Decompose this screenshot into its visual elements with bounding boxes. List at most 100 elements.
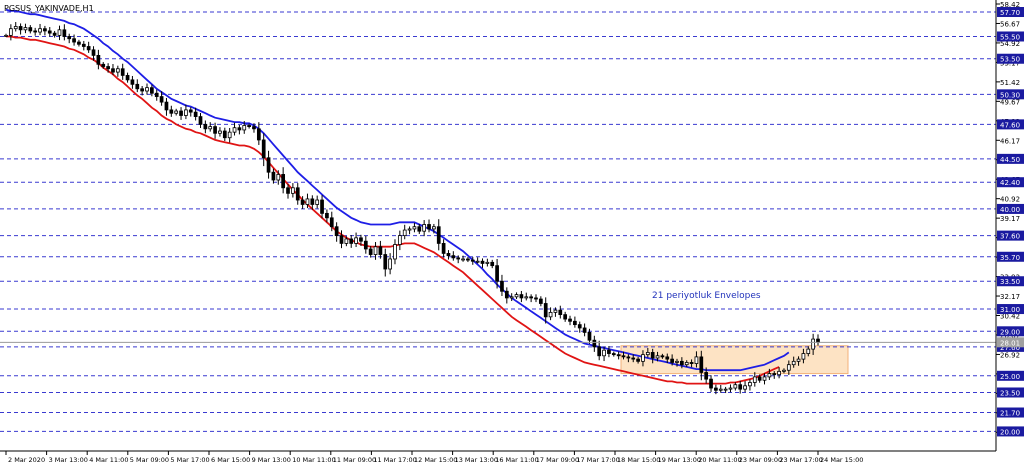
candle — [577, 321, 582, 333]
candle-body — [120, 68, 125, 76]
candle-body — [538, 298, 543, 304]
candle — [767, 368, 772, 380]
candle — [266, 150, 271, 179]
candle — [694, 351, 699, 368]
price-tick-label: 58.42 — [1000, 1, 1020, 9]
candle — [237, 124, 242, 135]
candle-body — [650, 352, 655, 359]
candle — [436, 219, 441, 251]
candle-body — [660, 355, 665, 358]
candle-body — [689, 362, 694, 364]
candle-body — [203, 123, 208, 130]
candle-body — [509, 296, 514, 299]
candle — [607, 346, 611, 358]
level-label: 42.40 — [1000, 179, 1020, 187]
candle — [621, 351, 626, 360]
candle-body — [295, 187, 300, 201]
candle-body — [91, 49, 96, 56]
candle — [796, 356, 801, 366]
candle — [563, 311, 568, 322]
candle-body — [412, 226, 417, 230]
candle-body — [631, 357, 636, 360]
candle-body — [466, 258, 470, 261]
level-label: 40.00 — [1000, 206, 1020, 214]
candle-body — [446, 253, 451, 257]
candle-body — [573, 320, 577, 326]
candle-body — [115, 68, 120, 73]
candle — [718, 384, 723, 393]
candle — [529, 294, 533, 303]
plot-background — [0, 0, 996, 451]
candle — [276, 170, 281, 185]
current-price-label: 28.01 — [1000, 339, 1020, 347]
candle — [587, 328, 592, 344]
candle — [422, 220, 427, 237]
candle-body — [422, 224, 427, 232]
candle-body — [621, 355, 626, 358]
candle — [164, 97, 169, 116]
candle — [723, 386, 728, 394]
candle-body — [247, 125, 251, 127]
price-tick-label: 39.17 — [1000, 215, 1020, 223]
price-tick-label: 46.17 — [1000, 137, 1020, 145]
candle-body — [222, 130, 227, 139]
candle-body — [665, 356, 670, 360]
candle-body — [772, 373, 777, 376]
candle — [111, 64, 115, 76]
level-label: 47.60 — [1000, 121, 1020, 129]
candle-body — [43, 28, 47, 32]
candle-body — [378, 246, 383, 255]
candle — [543, 297, 548, 324]
candle-body — [796, 358, 801, 362]
candle-body — [320, 199, 324, 214]
candle — [325, 209, 329, 223]
candle — [461, 255, 465, 262]
candle-body — [47, 30, 52, 34]
level-label-bg — [997, 407, 1024, 418]
level-label-bg — [997, 304, 1024, 315]
time-tick-label: 19 Mar 13:00 — [658, 456, 701, 464]
time-tick-label: 3 Mar 13:00 — [49, 456, 88, 464]
candle — [286, 184, 290, 199]
time-tick-label: 24 Mar 15:00 — [820, 456, 863, 464]
candle-body — [179, 110, 183, 116]
candle-body — [4, 34, 8, 37]
candle-body — [441, 243, 446, 254]
candle-body — [490, 261, 495, 267]
candle-body — [96, 54, 101, 65]
candle — [169, 105, 174, 117]
candle-body — [748, 382, 752, 387]
candle-body — [397, 235, 402, 245]
candle — [665, 353, 670, 364]
candle-body — [218, 130, 222, 134]
current-price-label-bg — [997, 337, 1024, 348]
level-label: 25.00 — [1000, 373, 1020, 381]
candle-body — [757, 376, 762, 381]
candle-body — [791, 360, 796, 366]
level-label: 23.50 — [1000, 389, 1020, 397]
candle — [811, 333, 815, 355]
candle — [344, 236, 349, 247]
candle-body — [636, 358, 640, 362]
level-label-bg — [997, 230, 1024, 241]
candle-body — [271, 171, 276, 181]
candle — [28, 25, 33, 34]
candle-body — [587, 332, 592, 341]
candle-body — [417, 226, 422, 232]
candle — [300, 196, 305, 209]
candle-body — [801, 353, 806, 360]
candle-body — [723, 388, 728, 391]
candle — [393, 239, 397, 265]
candle — [18, 23, 23, 35]
candle — [252, 123, 256, 133]
candle-body — [679, 360, 684, 366]
level-label: 21.70 — [1000, 410, 1020, 418]
candle — [363, 235, 368, 254]
candle — [495, 258, 499, 289]
candle — [485, 258, 490, 267]
candle — [704, 367, 709, 384]
candle — [208, 122, 213, 132]
candle — [558, 305, 563, 319]
